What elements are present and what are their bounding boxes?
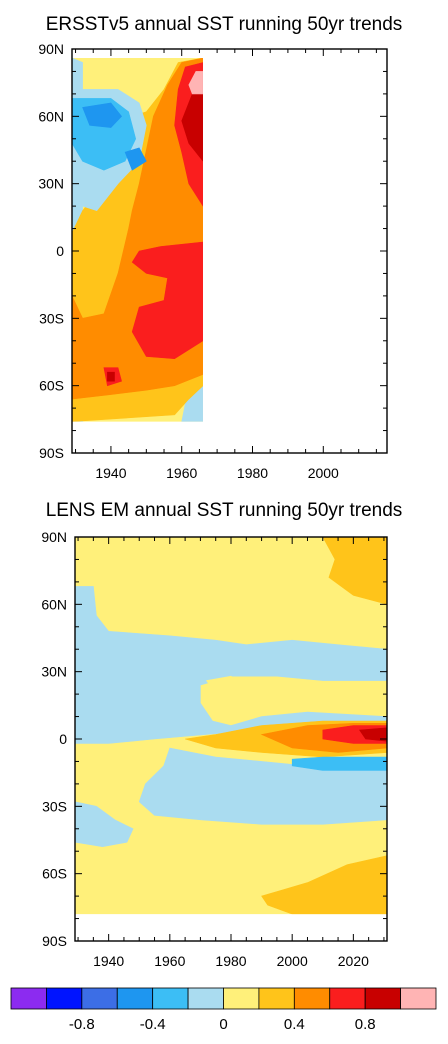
contour-region	[124, 147, 147, 171]
x-tick-label: 1980	[237, 465, 268, 481]
y-tick-label: 30S	[42, 798, 67, 814]
colorbar-swatch	[258, 987, 295, 1010]
data-field	[72, 57, 203, 422]
y-tick-label: 90S	[42, 933, 67, 949]
y-tick-label: 90N	[38, 41, 64, 57]
contour-region	[291, 756, 387, 771]
x-tick-label: 2000	[308, 465, 339, 481]
chart-title: ERSSTv5 annual SST running 50yr trends	[46, 14, 403, 35]
colorbar-label: 0	[219, 1016, 227, 1033]
x-tick-label: 2000	[277, 953, 308, 969]
colorbar-swatch	[152, 987, 189, 1010]
colorbar: -0.8 -0.4 0 0.4 0.8	[10, 987, 437, 1033]
y-tick-label: 0	[59, 731, 67, 747]
colorbar-swatch	[364, 987, 401, 1010]
contour-region	[131, 241, 203, 360]
x-tick-label: 1940	[95, 465, 126, 481]
colorbar-swatch	[116, 987, 154, 1010]
colorbar-swatch	[10, 987, 47, 1010]
x-tick-label: 2020	[338, 953, 369, 969]
data-field	[75, 537, 387, 915]
colorbar-label: 0.8	[355, 1016, 376, 1033]
contour-region	[107, 371, 115, 382]
contour-region	[188, 71, 203, 95]
contour-region	[261, 855, 387, 915]
colorbar-swatch	[293, 987, 331, 1010]
contour-region	[82, 102, 122, 128]
y-tick-label: 60N	[41, 596, 67, 612]
colorbar-swatch	[329, 987, 366, 1010]
contour-region	[205, 675, 247, 695]
y-tick-label: 0	[56, 243, 64, 259]
colorbar-label: -0.8	[69, 1016, 95, 1033]
x-tick-label: 1940	[93, 953, 124, 969]
y-tick-label: 30N	[41, 664, 67, 680]
colorbar-swatch	[81, 987, 118, 1010]
chart-title: LENS EM annual SST running 50yr trends	[46, 500, 403, 521]
y-tick-label: 90S	[39, 445, 64, 461]
colorbar-label: 0.4	[284, 1016, 305, 1033]
y-tick-label: 30N	[38, 176, 64, 192]
ersst-panel: ERSSTv5 annual SST running 50yr trends 19…	[38, 14, 402, 481]
y-tick-label: 60N	[38, 108, 64, 124]
y-tick-label: 90N	[41, 529, 67, 545]
colorbar-swatch	[46, 987, 83, 1010]
contour-region	[358, 727, 387, 742]
lens-panel: LENS EM annual SST running 50yr trends 19…	[41, 500, 402, 969]
contour-region	[322, 537, 387, 605]
y-tick-label: 60S	[39, 378, 64, 394]
x-tick-label: 1960	[166, 465, 197, 481]
y-tick-label: 30S	[39, 310, 64, 326]
colorbar-swatch	[187, 987, 224, 1010]
colorbar-swatch	[223, 987, 260, 1010]
colorbar-swatch	[400, 987, 437, 1010]
x-tick-label: 1980	[215, 953, 246, 969]
colorbar-label: -0.4	[140, 1016, 166, 1033]
contour-region	[75, 801, 134, 848]
contour-region	[181, 79, 203, 162]
y-tick-label: 60S	[42, 866, 67, 882]
x-tick-label: 1960	[154, 953, 185, 969]
